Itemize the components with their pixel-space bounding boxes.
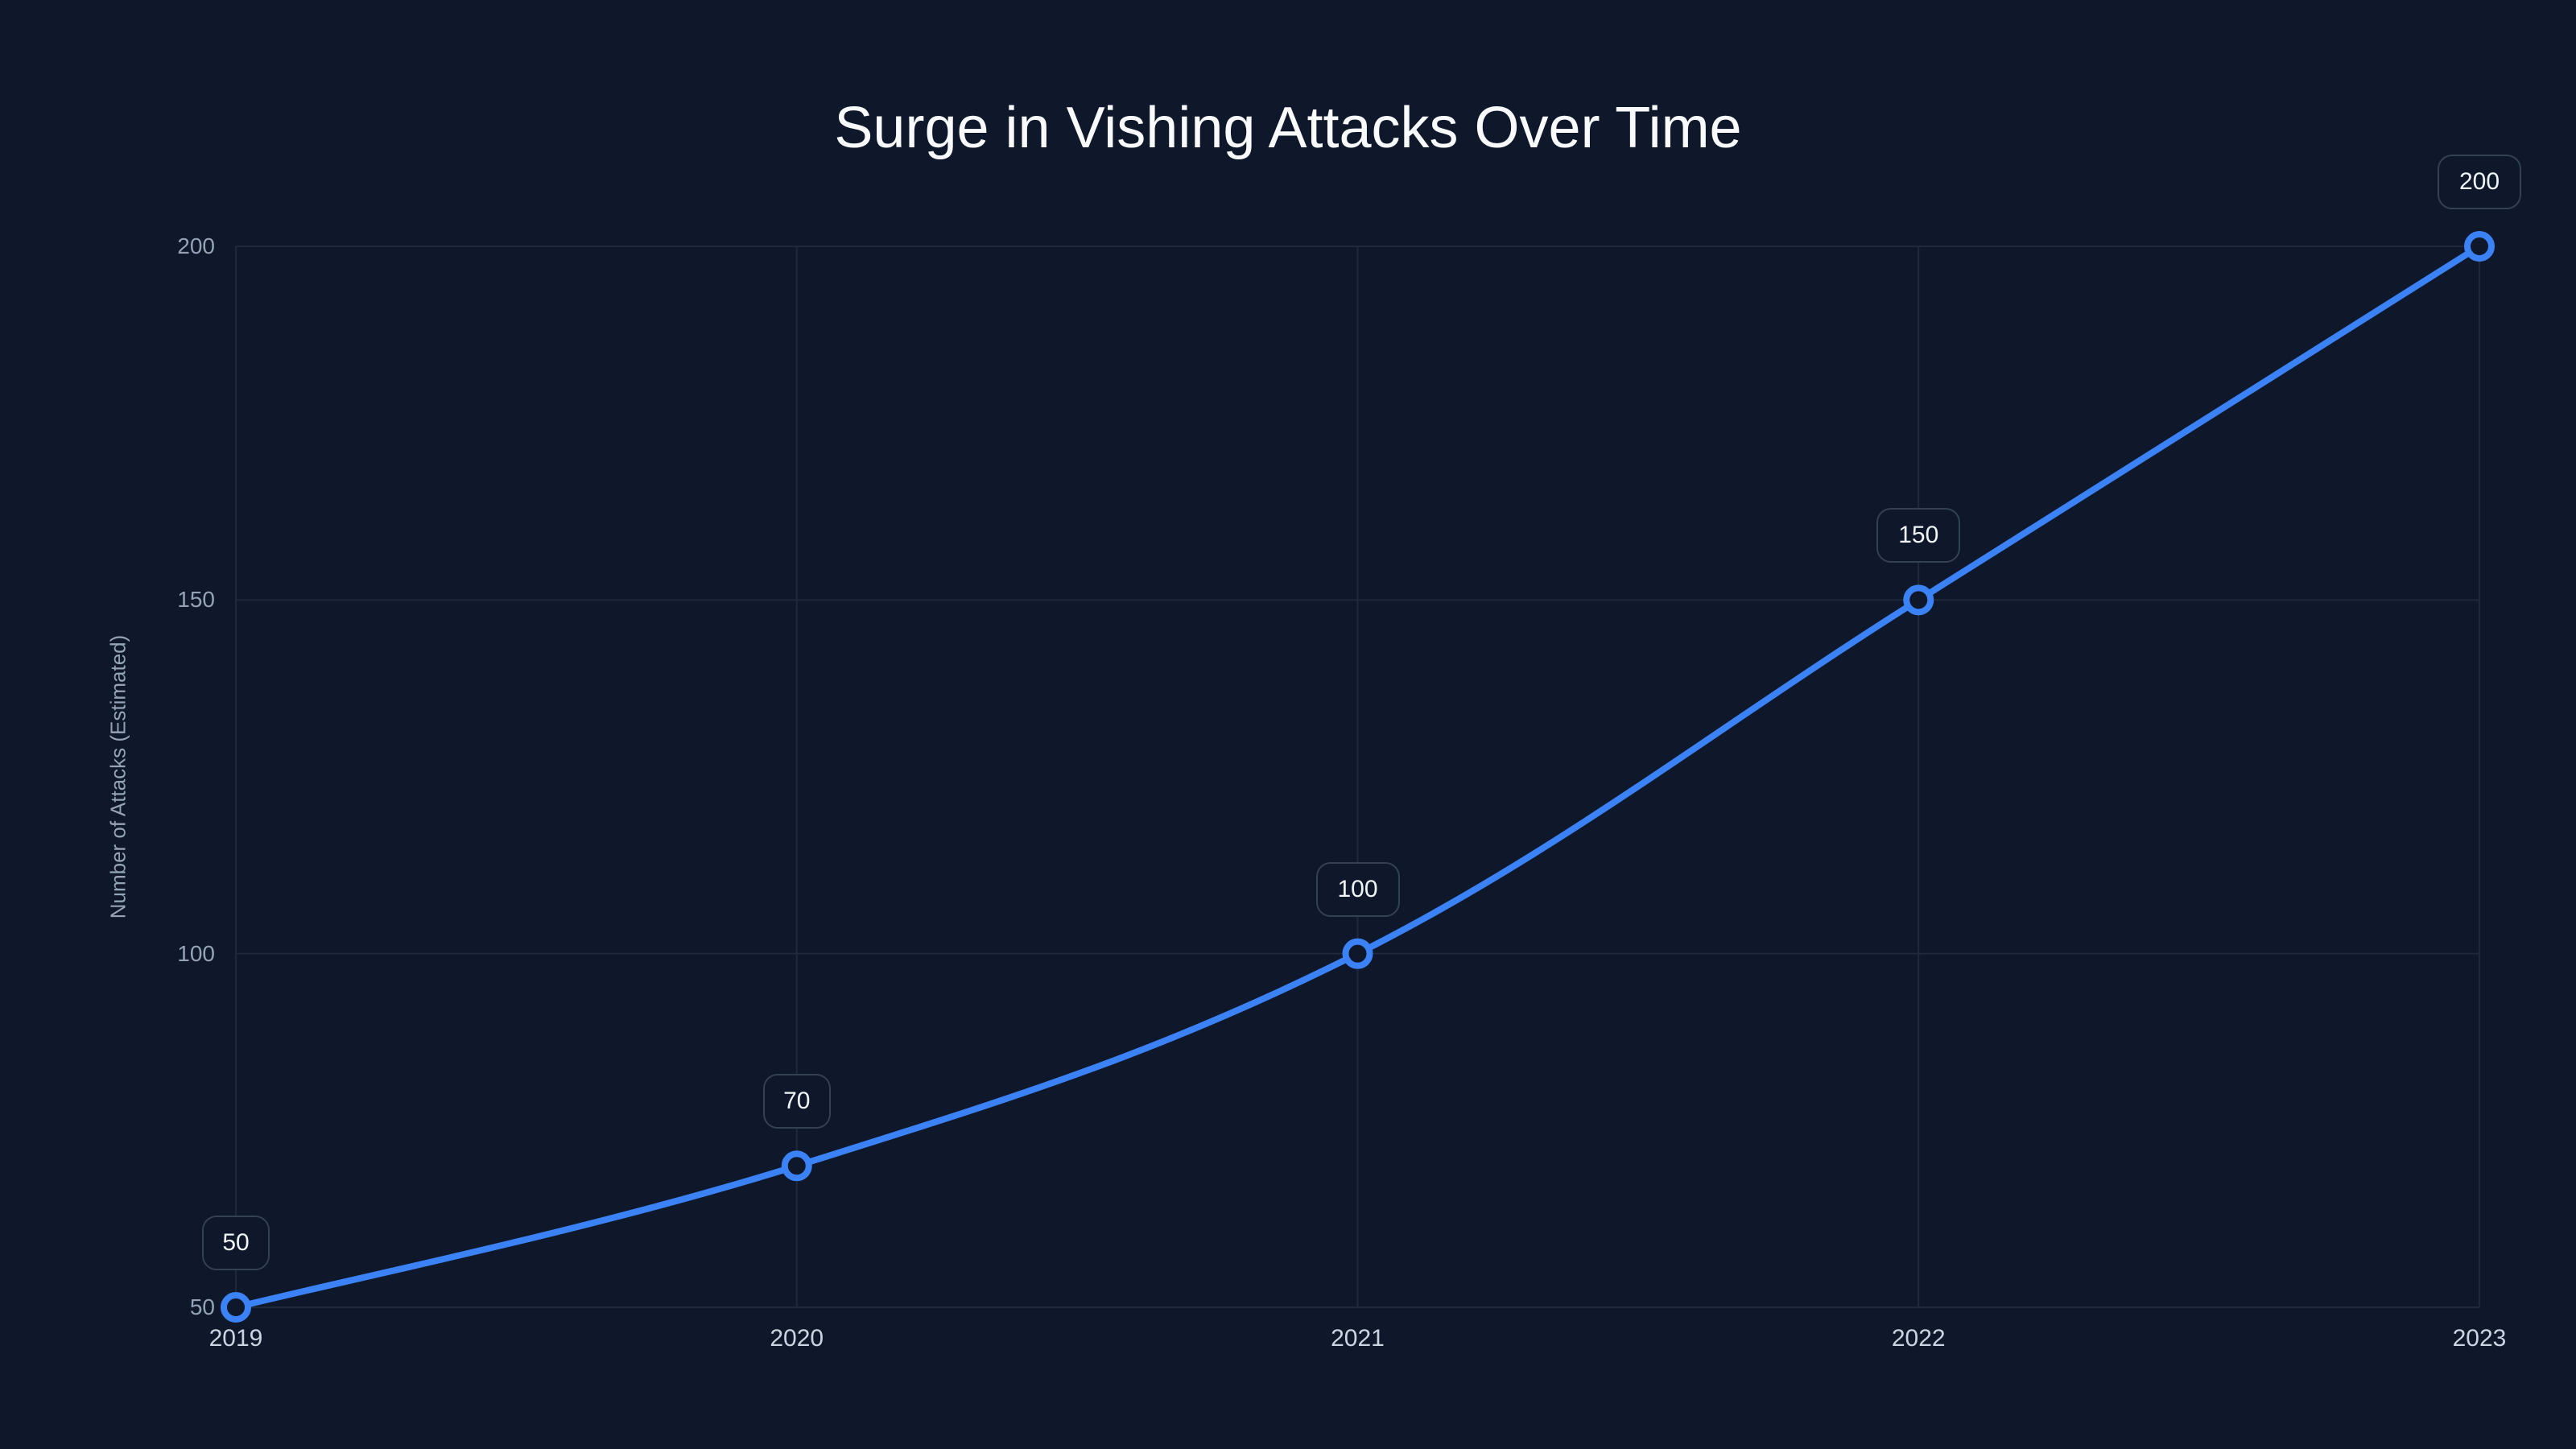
x-tick-label: 2019 <box>208 1325 263 1352</box>
y-tick-label: 100 <box>177 940 215 966</box>
y-tick-label: 150 <box>177 587 215 613</box>
data-label: 70 <box>762 1074 831 1129</box>
data-label: 150 <box>1876 508 1961 564</box>
data-label: 100 <box>1315 861 1400 917</box>
data-point <box>221 1292 251 1323</box>
x-tick-label: 2022 <box>1891 1325 1946 1352</box>
data-point <box>1903 584 1934 616</box>
data-label: 50 <box>202 1216 270 1270</box>
x-tick-label: 2020 <box>770 1325 824 1352</box>
data-points <box>221 231 2495 1323</box>
y-tick-label: 200 <box>177 233 215 258</box>
data-point <box>2464 231 2495 262</box>
data-point <box>781 1150 812 1182</box>
chart-title: Surge in Vishing Attacks Over Time <box>834 96 1742 160</box>
grid-lines <box>235 246 2480 1308</box>
y-tick-label: 50 <box>189 1294 215 1319</box>
data-label: 200 <box>2438 155 2521 209</box>
data-point <box>1342 938 1373 969</box>
x-tick-label: 2021 <box>1331 1325 1385 1352</box>
x-tick-label: 2023 <box>2452 1325 2507 1352</box>
